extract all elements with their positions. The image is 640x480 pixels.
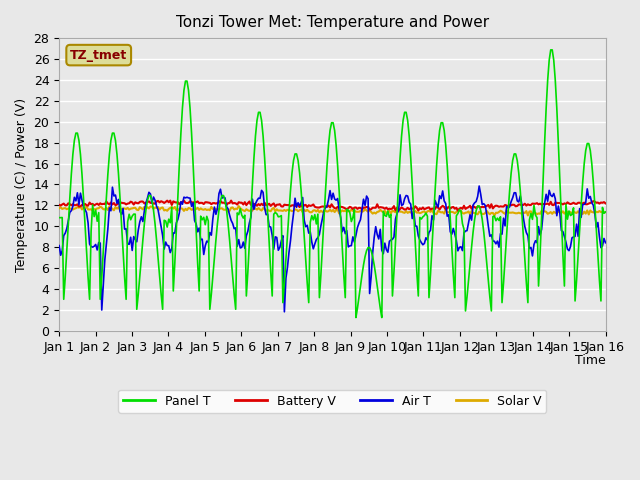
X-axis label: Time: Time bbox=[575, 354, 605, 367]
Y-axis label: Temperature (C) / Power (V): Temperature (C) / Power (V) bbox=[15, 97, 28, 272]
Title: Tonzi Tower Met: Temperature and Power: Tonzi Tower Met: Temperature and Power bbox=[176, 15, 489, 30]
Text: TZ_tmet: TZ_tmet bbox=[70, 48, 127, 61]
Legend: Panel T, Battery V, Air T, Solar V: Panel T, Battery V, Air T, Solar V bbox=[118, 390, 547, 413]
